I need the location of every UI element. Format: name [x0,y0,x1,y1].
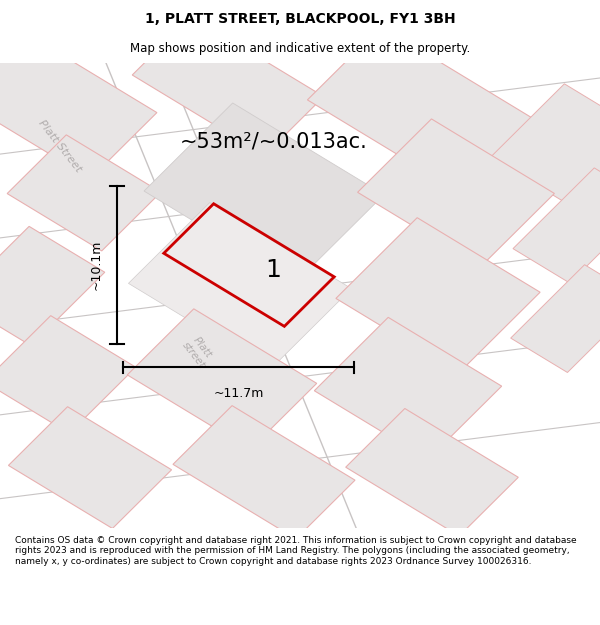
Text: ~53m²/~0.013ac.: ~53m²/~0.013ac. [180,132,368,152]
Polygon shape [0,316,136,433]
Polygon shape [0,226,105,346]
Polygon shape [513,168,600,283]
Polygon shape [144,103,384,282]
Text: Platt Street: Platt Street [37,118,83,174]
Polygon shape [132,16,324,155]
Text: Contains OS data © Crown copyright and database right 2021. This information is : Contains OS data © Crown copyright and d… [15,536,577,566]
Polygon shape [358,119,554,267]
Text: 1: 1 [265,258,281,282]
Polygon shape [8,407,172,529]
Text: Platt
street: Platt street [180,332,216,370]
Polygon shape [346,409,518,536]
Polygon shape [491,84,600,209]
Text: Map shows position and indicative extent of the property.: Map shows position and indicative extent… [130,42,470,55]
Polygon shape [307,26,533,192]
Polygon shape [511,265,600,372]
Text: ~10.1m: ~10.1m [89,240,103,290]
Polygon shape [336,217,540,373]
Polygon shape [7,135,161,251]
Polygon shape [128,202,352,369]
Polygon shape [127,309,317,449]
Text: 1, PLATT STREET, BLACKPOOL, FY1 3BH: 1, PLATT STREET, BLACKPOOL, FY1 3BH [145,12,455,26]
Polygon shape [173,406,355,539]
Polygon shape [314,318,502,459]
Text: ~11.7m: ~11.7m [214,387,263,399]
Polygon shape [0,21,157,179]
